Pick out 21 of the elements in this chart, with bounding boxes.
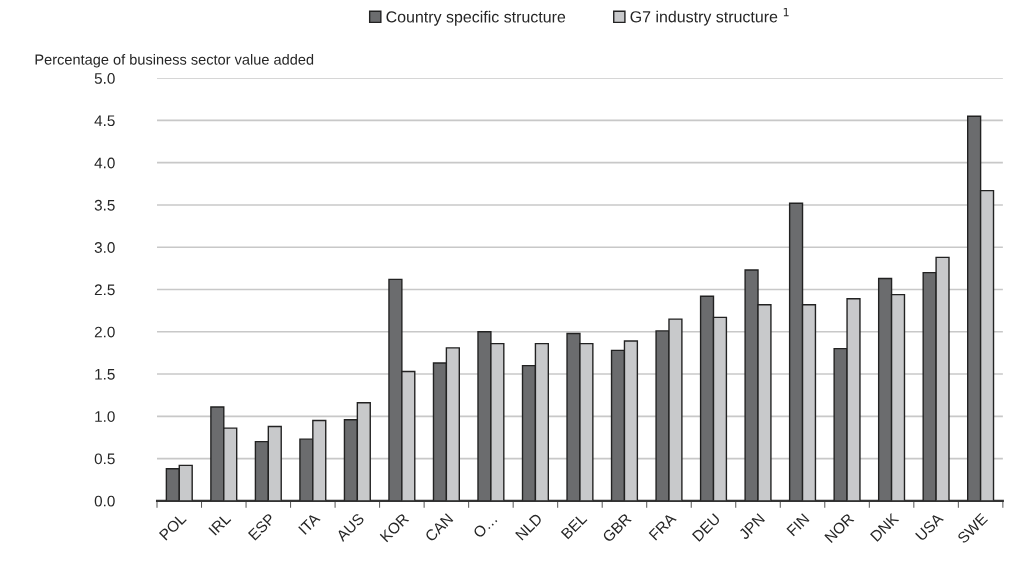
y-tick-label: 0.0 <box>94 495 115 507</box>
y-tick-label: 5.0 <box>94 73 115 84</box>
y-tick-label: 1.0 <box>95 411 115 422</box>
x-tick-label: IRL <box>208 512 232 536</box>
x-tick-label: USA <box>915 512 944 542</box>
y-tick-label: 3.0 <box>94 242 115 253</box>
y-tick-label: 1.5 <box>95 369 115 380</box>
x-tick-label: O… <box>472 513 498 539</box>
x-tick-label: ITA <box>298 512 321 535</box>
y-tick-label: 4.0 <box>94 157 115 169</box>
y-tick-label: 2.5 <box>94 284 115 296</box>
y-tick-label: 2.0 <box>94 326 115 338</box>
y-axis-title: Percentage of business sector value added <box>35 54 314 68</box>
x-tick-label: POL <box>158 512 187 541</box>
y-tick-label: 3.5 <box>94 199 115 211</box>
x-tick-label: FIN <box>786 513 810 537</box>
legend-label: Country specific structure <box>386 10 566 26</box>
x-tick-label: BEL <box>560 512 588 540</box>
y-tick-label: 4.5 <box>94 115 115 127</box>
legend-label: G7 industry structure $^{1}$ <box>630 8 789 26</box>
y-tick-label: 0.5 <box>94 453 115 465</box>
